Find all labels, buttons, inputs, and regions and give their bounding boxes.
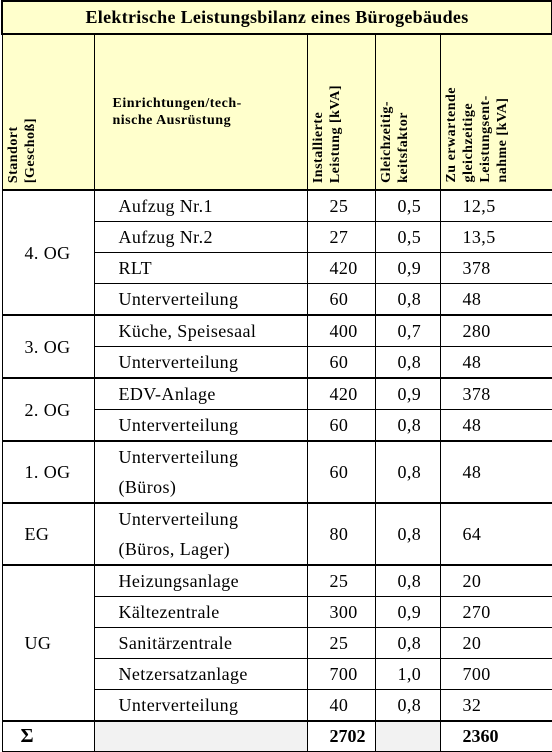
- table-cell: 0,5: [374, 189, 441, 222]
- table-row: Unterverteilung 40 0,8 32: [2, 689, 552, 722]
- column-header-text: Installierte Leistung [kVA]: [310, 84, 343, 183]
- table-cell: 60: [306, 440, 376, 504]
- sum-label: Σ: [1, 720, 95, 752]
- table-row: 3. OG Küche, Speisesaal 400 0,7 280: [1, 314, 552, 379]
- table-cell: 80: [306, 502, 376, 566]
- table-row: 4. OG Aufzug Nr.1 25 0,5 12,5: [1, 189, 552, 316]
- table-cell: 0,8: [374, 440, 441, 504]
- table-cell: 0,8: [374, 689, 441, 722]
- table-cell: Unterverteilung (Büros, Lager): [93, 502, 308, 566]
- table-cell: Küche, Speisesaal: [93, 314, 308, 347]
- table-row: Kältezentrale 300 0,9 270: [2, 596, 552, 628]
- table-cell: 420: [306, 377, 376, 410]
- table-cell: 25: [306, 564, 376, 597]
- table-cell: 13,5: [439, 221, 552, 253]
- table-cell: 25: [306, 627, 376, 659]
- location-cell: EG: [1, 502, 95, 566]
- table-cell: 60: [306, 346, 376, 379]
- table-cell: 0,8: [374, 346, 441, 379]
- table-row: Netzersatzanlage 700 1,0 700: [2, 658, 552, 690]
- table-cell: 64: [439, 502, 552, 566]
- table-cell: 32: [439, 689, 552, 722]
- table-cell: 420: [306, 252, 376, 284]
- table-row: Sanitärzentrale 25 0,8 20: [2, 627, 552, 659]
- table-cell: 20: [439, 564, 552, 597]
- table-title: Elektrische Leistungsbilanz eines Büroge…: [0, 0, 552, 35]
- column-header: Einrichtungen/tech- nische Ausrüstung: [93, 33, 308, 191]
- table-cell: 60: [306, 283, 376, 316]
- table-row: Aufzug Nr.2 27 0,5 13,5: [2, 221, 552, 253]
- table-cell: 48: [439, 346, 552, 379]
- table-cell: 400: [306, 314, 376, 347]
- table-cell: 378: [439, 377, 552, 410]
- location-cell: 3. OG: [1, 314, 95, 379]
- header-row: Standort [Geschoß] Einrichtungen/tech- ni…: [1, 33, 552, 191]
- sum-row: Σ 2702 2360: [1, 720, 552, 752]
- table-cell: 700: [439, 658, 552, 690]
- table-cell: 0,9: [374, 596, 441, 628]
- table-cell: 1,0: [374, 658, 441, 690]
- table-row: 2. OG EDV-Anlage 420 0,9 378: [1, 377, 552, 442]
- table-cell: 0,8: [374, 627, 441, 659]
- table-cell: 700: [306, 658, 376, 690]
- table-row: 1. OG Unterverteilung (Büros) 60 0,8 48: [1, 440, 552, 504]
- table-cell: 0,9: [374, 252, 441, 284]
- table-cell: 0,9: [374, 377, 441, 410]
- table-cell: 48: [439, 440, 552, 504]
- table-cell: Unterverteilung (Büros): [93, 440, 308, 504]
- table-cell: Unterverteilung: [93, 689, 308, 722]
- table-cell: 48: [439, 409, 552, 442]
- table-row: RLT 420 0,9 378: [2, 252, 552, 284]
- table-cell: Sanitärzentrale: [93, 627, 308, 659]
- table-cell: 48: [439, 283, 552, 316]
- table-cell: RLT: [93, 252, 308, 284]
- table-cell: 378: [439, 252, 552, 284]
- column-header-text: Zu erwartende gleichzeitige Leistungsent…: [443, 87, 510, 183]
- table-cell: Unterverteilung: [93, 409, 308, 442]
- table-cell: 0,8: [374, 283, 441, 316]
- table-cell: Aufzug Nr.2: [93, 221, 308, 253]
- location-cell: 2. OG: [1, 377, 95, 442]
- location-cell: 4. OG: [1, 189, 95, 316]
- table-cell: 0,8: [374, 409, 441, 442]
- column-header: Installierte Leistung [kVA]: [306, 33, 376, 191]
- column-header: Gleichzeitig- keitsfaktor: [374, 33, 441, 191]
- table-row: UG Heizungsanlage 25 0,8 20: [1, 564, 552, 722]
- sum-empty: [93, 720, 308, 752]
- table-cell: Kältezentrale: [93, 596, 308, 628]
- location-cell: UG: [1, 564, 95, 722]
- table-cell: EDV-Anlage: [93, 377, 308, 410]
- table-cell: 280: [439, 314, 552, 347]
- table-cell: 27: [306, 221, 376, 253]
- table-cell: 25: [306, 189, 376, 222]
- sum-installed: 2702: [306, 720, 376, 752]
- table-cell: 12,5: [439, 189, 552, 222]
- table-row: EG Unterverteilung (Büros, Lager) 80 0,8 64: [1, 502, 552, 566]
- table-cell: Unterverteilung: [93, 346, 308, 379]
- table-cell: Aufzug Nr.1: [93, 189, 308, 222]
- column-header-text: Standort [Geschoß]: [5, 117, 38, 183]
- column-header-text: Gleichzeitig- keitsfaktor: [378, 101, 411, 183]
- table-cell: 0,7: [374, 314, 441, 347]
- table-cell: 0,8: [374, 502, 441, 566]
- table-cell: 270: [439, 596, 552, 628]
- table-cell: Netzersatzanlage: [93, 658, 308, 690]
- table-cell: 0,5: [374, 221, 441, 253]
- table-cell: 300: [306, 596, 376, 628]
- table-row: Unterverteilung 60 0,8 48: [2, 409, 552, 442]
- location-cell: 1. OG: [1, 440, 95, 504]
- table-cell: 20: [439, 627, 552, 659]
- column-header: Standort [Geschoß]: [1, 33, 95, 191]
- table-cell: 60: [306, 409, 376, 442]
- table-cell: 0,8: [374, 564, 441, 597]
- table-cell: 40: [306, 689, 376, 722]
- table-cell: Unterverteilung: [93, 283, 308, 316]
- sum-expected: 2360: [439, 720, 552, 752]
- sum-empty: [374, 720, 441, 752]
- table-cell: Heizungsanlage: [93, 564, 308, 597]
- column-header: Zu erwartende gleichzeitige Leistungsent…: [439, 33, 552, 191]
